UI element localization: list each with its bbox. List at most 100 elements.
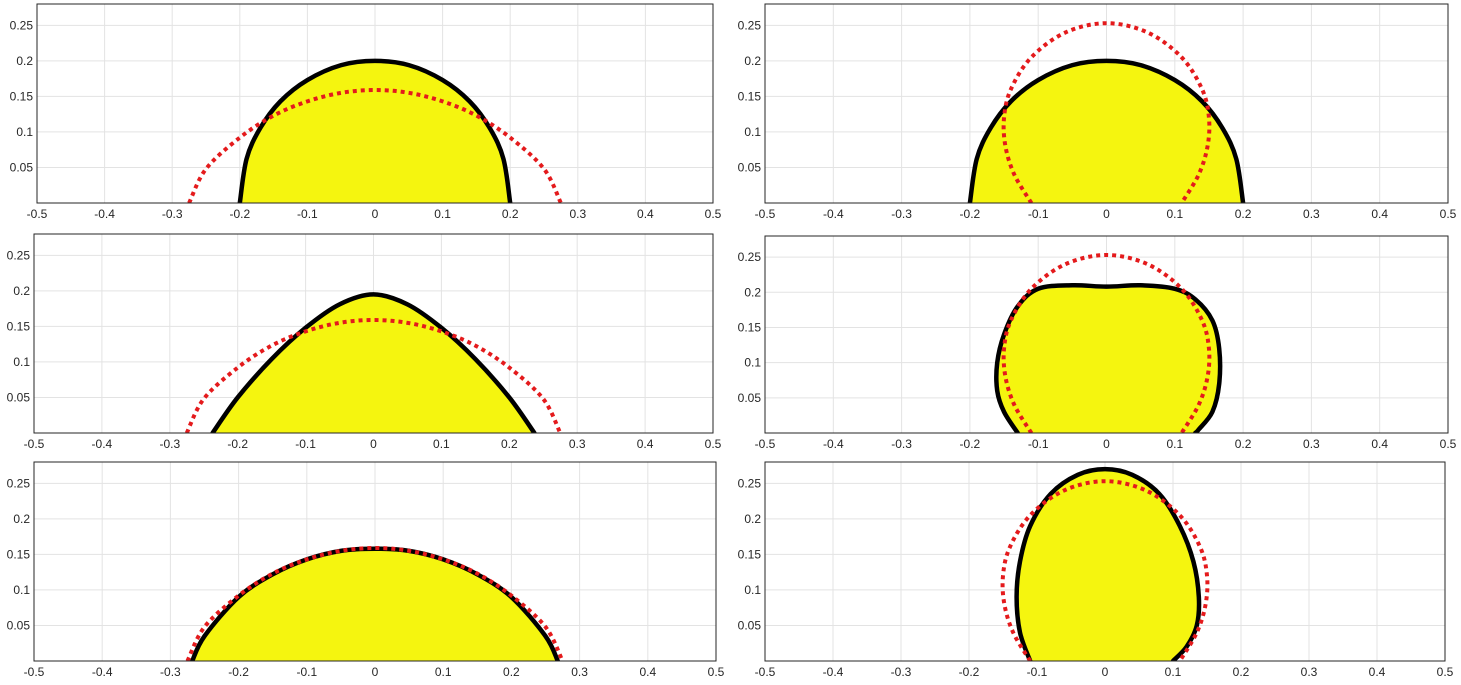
x-tick-label: -0.5 (755, 437, 776, 451)
x-tick-label: 0.2 (1233, 665, 1250, 679)
x-tick-label: 0.3 (569, 437, 586, 451)
x-tick-label: -0.3 (891, 207, 912, 221)
x-tick-label: 0.4 (639, 665, 656, 679)
x-tick-label: 0.5 (1440, 437, 1457, 451)
x-tick-label: 0.2 (1235, 437, 1252, 451)
droplet-outline-series (237, 58, 513, 203)
x-tick-label: 0.3 (569, 207, 586, 221)
y-tick-label: 0.2 (744, 54, 761, 68)
reference-dotted-series (187, 87, 563, 203)
reference-dotted-series (1001, 252, 1212, 433)
y-tick-label: 0.05 (7, 618, 31, 632)
y-tick-label: 0.15 (738, 320, 762, 334)
subplot-top-right: -0.5 -0.4 -0.3 -0.2 -0.1 0 0.1 0.2 0.3 0.4 0.5 0.05… (738, 3, 1457, 221)
y-tick-label: 0.15 (10, 89, 34, 103)
x-tick-label: -0.5 (24, 437, 45, 451)
x-tick-label: -0.3 (162, 207, 183, 221)
y-tick-label: 0.15 (738, 89, 762, 103)
axes-box (33, 461, 717, 662)
droplet-fill (192, 548, 558, 661)
subplot-top-left: -0.5 -0.4 -0.3 -0.2 -0.1 0 0.1 0.2 0.3 0.4 0.5 0.05… (10, 3, 722, 221)
x-tick-label: 0 (1103, 437, 1110, 451)
axes-box (764, 235, 1449, 434)
droplet-outline-series (1014, 466, 1202, 661)
series-group (994, 252, 1223, 433)
x-tick-label: -0.2 (960, 437, 981, 451)
subplot-middle-left: -0.5 -0.4 -0.3 -0.2 -0.1 0 0.1 0.2 0.3 0.4 0.5 0.05… (7, 233, 722, 451)
series-group (1000, 466, 1210, 661)
x-tick-label: 0.4 (1371, 437, 1388, 451)
y-tick-label: 0.05 (738, 391, 762, 405)
x-tick-label: 0.1 (433, 437, 450, 451)
y-tick-label: 0.2 (744, 512, 761, 526)
x-tick-label: -0.1 (1028, 207, 1049, 221)
x-tick-label: 0.3 (1301, 665, 1318, 679)
y-tick-label: 0.25 (738, 18, 762, 32)
droplet-fill (239, 60, 511, 203)
y-tick-label: 0.05 (738, 160, 762, 174)
y-tick-label: 0.2 (16, 54, 33, 68)
droplet-outline-series (967, 58, 1246, 203)
x-tick-label: 0.2 (502, 207, 519, 221)
y-tick-label: 0.15 (7, 547, 31, 561)
x-tick-label: -0.3 (891, 665, 912, 679)
x-tick-label: -0.2 (227, 437, 248, 451)
series-group (967, 21, 1246, 203)
axes-box (764, 461, 1446, 662)
x-tick-label: -0.2 (959, 665, 980, 679)
y-tick-label: 0.25 (10, 18, 34, 32)
y-tick-label: 0.1 (744, 583, 761, 597)
reference-dotted-series (185, 545, 565, 661)
x-tick-label: 0.5 (708, 665, 725, 679)
x-tick-label: 0.3 (1303, 437, 1320, 451)
x-tick-label: 0.4 (1369, 665, 1386, 679)
x-tick-label: -0.1 (295, 437, 316, 451)
x-tick-label: 0.2 (1235, 207, 1252, 221)
x-tick-label: 0.1 (434, 207, 451, 221)
x-tick-label: -0.3 (159, 437, 180, 451)
x-tick-label: 0.2 (503, 665, 520, 679)
series-group (185, 545, 565, 661)
x-tick-label: -0.4 (823, 437, 844, 451)
x-tick-label: -0.3 (160, 665, 181, 679)
y-tick-label: 0.25 (738, 476, 762, 490)
x-tick-label: -0.5 (755, 665, 776, 679)
x-tick-label: -0.5 (755, 207, 776, 221)
y-tick-label: 0.1 (744, 356, 761, 370)
x-tick-label: 0.1 (435, 665, 452, 679)
x-tick-label: -0.1 (1028, 437, 1049, 451)
x-tick-label: -0.5 (27, 207, 48, 221)
y-tick-label: 0.15 (7, 319, 31, 333)
x-tick-label: 0 (1103, 207, 1110, 221)
axes-box (33, 233, 714, 434)
axes-box (764, 3, 1449, 204)
x-tick-label: -0.4 (92, 665, 113, 679)
x-tick-label: 0.1 (1166, 207, 1183, 221)
y-tick-label: 0.1 (744, 125, 761, 139)
y-tick-label: 0.15 (738, 547, 762, 561)
y-tick-label: 0.1 (16, 125, 33, 139)
x-tick-label: -0.2 (960, 207, 981, 221)
subplot-bottom-right: -0.5 -0.4 -0.3 -0.2 -0.1 0 0.1 0.2 0.3 0.4 0.5 0.05… (738, 461, 1454, 679)
y-tick-label: 0.1 (13, 355, 30, 369)
y-tick-label: 0.05 (10, 160, 34, 174)
x-tick-label: 0.5 (705, 437, 722, 451)
x-tick-label: 0.1 (1165, 665, 1182, 679)
series-group (187, 58, 563, 203)
x-tick-label: -0.2 (229, 207, 250, 221)
y-tick-label: 0.05 (7, 390, 31, 404)
subplot-bottom-left: -0.5 -0.4 -0.3 -0.2 -0.1 0 0.1 0.2 0.3 0.4 0.5 0.05… (7, 461, 725, 679)
droplet-outline-series (994, 282, 1223, 433)
x-tick-label: -0.4 (823, 665, 844, 679)
x-tick-label: 0 (370, 437, 377, 451)
x-tick-label: -0.1 (1027, 665, 1048, 679)
x-tick-label: -0.4 (94, 207, 115, 221)
x-tick-label: -0.1 (297, 207, 318, 221)
droplet-fill (1016, 469, 1200, 661)
x-tick-label: -0.4 (823, 207, 844, 221)
y-tick-label: 0.25 (738, 250, 762, 264)
y-tick-label: 0.25 (7, 476, 31, 490)
x-tick-label: -0.4 (92, 437, 113, 451)
droplet-fill (996, 285, 1221, 433)
